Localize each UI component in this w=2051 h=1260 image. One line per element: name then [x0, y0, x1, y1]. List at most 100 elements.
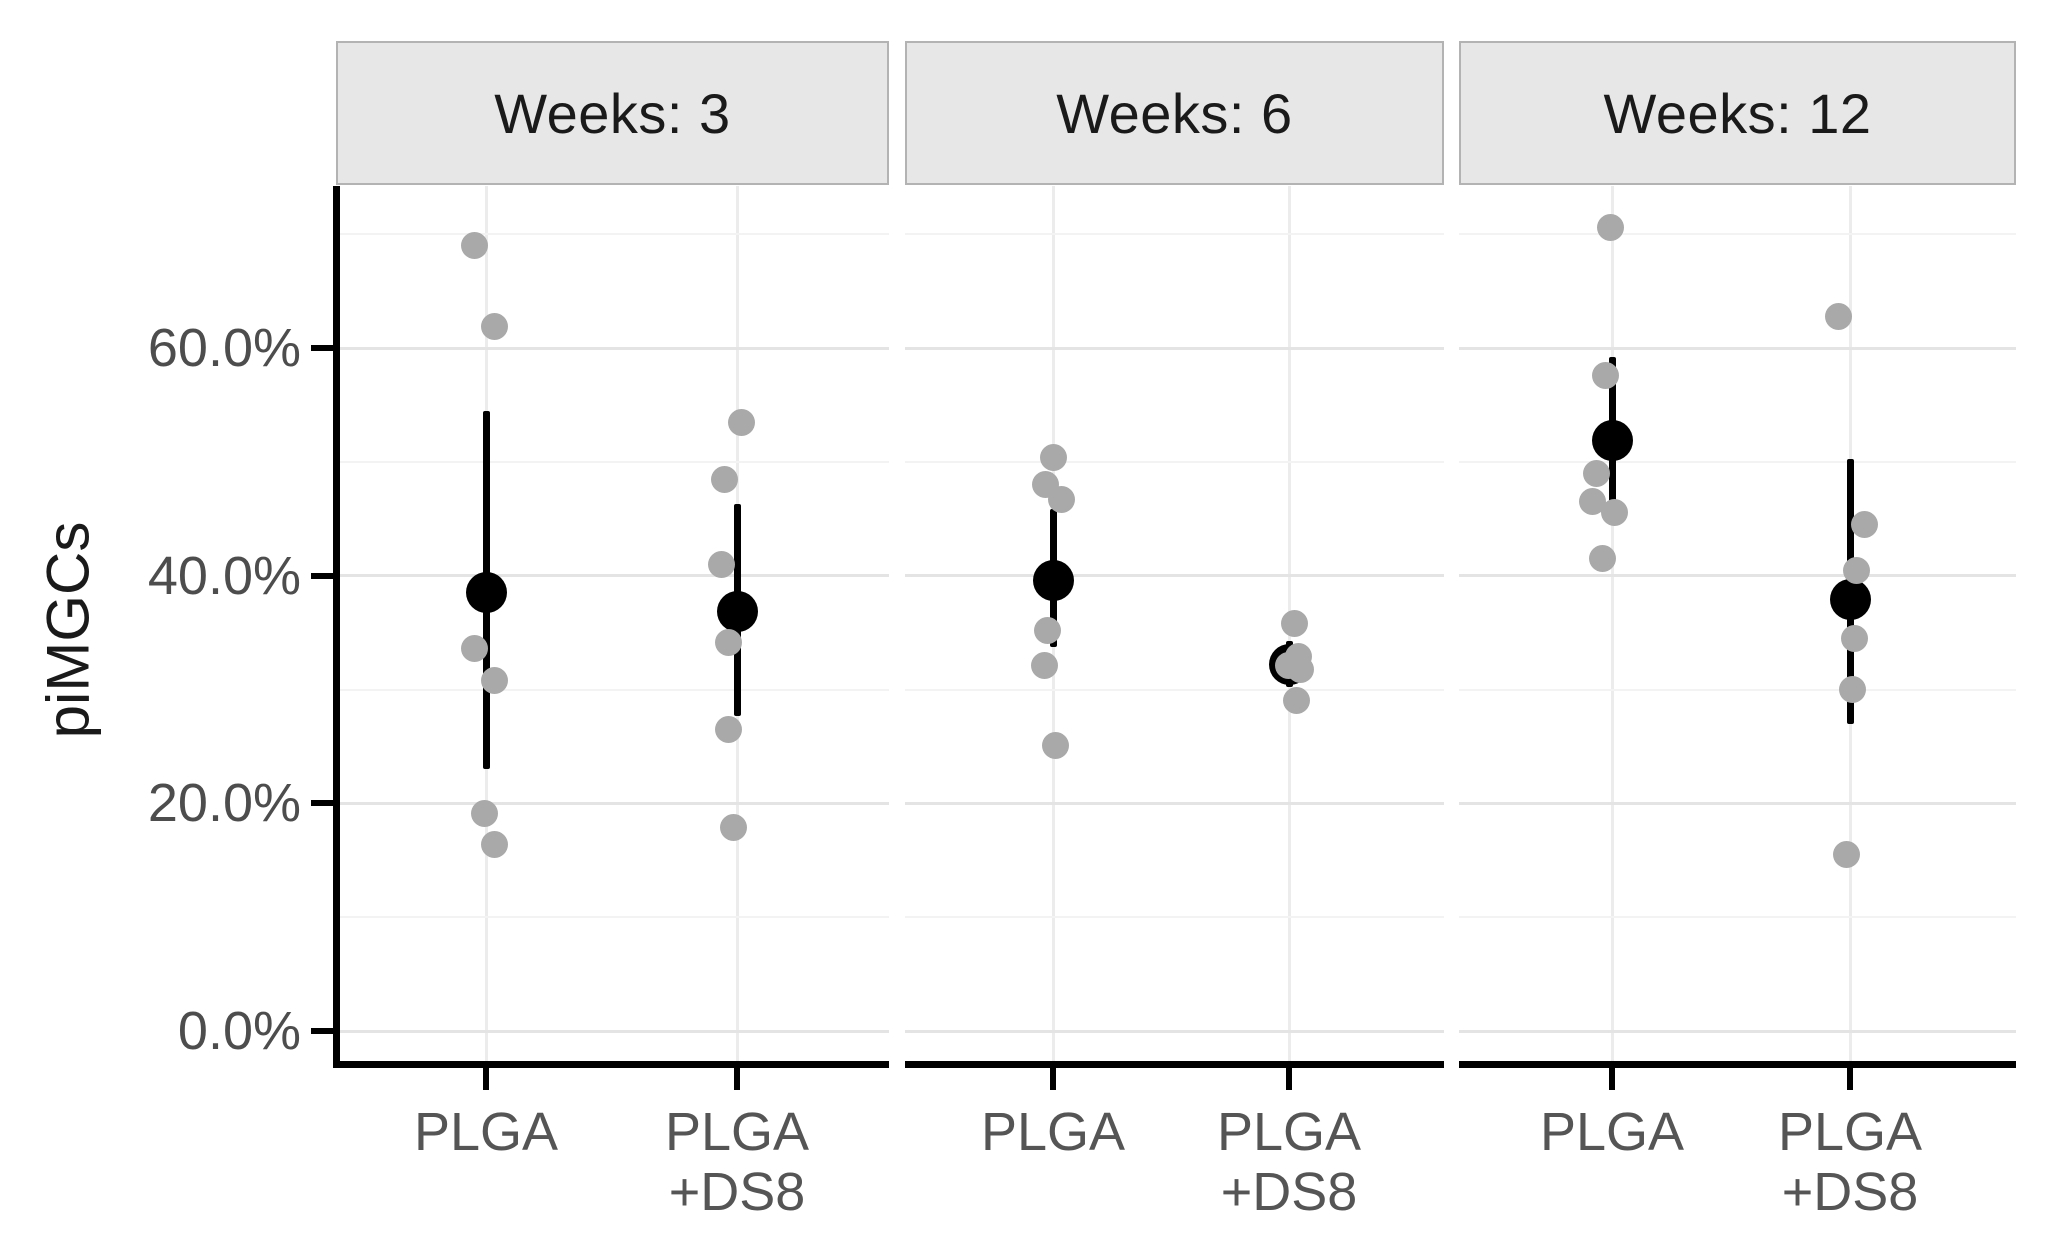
data-point [1030, 652, 1058, 680]
x-category-label-line: +DS8 [1781, 1162, 1919, 1222]
x-category-label: PLGA +DS8 [1129, 1102, 1449, 1222]
x-category-label-line: PLGA [1777, 1102, 1923, 1162]
data-point [1591, 362, 1619, 389]
y-axis-tick [311, 572, 335, 579]
y-tick-label: 60.0% [147, 318, 301, 379]
major-gridline [336, 346, 889, 350]
x-category-label-line: +DS8 [1220, 1162, 1358, 1222]
major-gridline [905, 574, 1444, 578]
data-point [480, 313, 508, 341]
major-gridline [1459, 346, 2016, 350]
x-category-label: PLGA +DS8 [1690, 1102, 2010, 1222]
x-axis-tick [483, 1068, 489, 1090]
major-gridline [1459, 801, 2016, 805]
data-point [1041, 731, 1069, 759]
major-gridline [1459, 574, 2016, 578]
x-axis-tick [1847, 1068, 1853, 1090]
data-point [714, 629, 742, 657]
data-point [1840, 624, 1868, 652]
minor-gridline [1459, 461, 2016, 463]
minor-gridline [905, 233, 1444, 236]
minor-gridline [336, 233, 889, 236]
x-category-label-line: PLGA [413, 1102, 559, 1162]
data-point [1838, 676, 1866, 704]
data-point [480, 666, 508, 694]
data-point [1047, 486, 1075, 514]
major-gridline [336, 574, 889, 578]
data-point [1850, 511, 1878, 539]
y-tick-label: 20.0% [147, 773, 301, 834]
x-category-label-line: PLGA [1216, 1102, 1362, 1162]
y-axis-tick [311, 345, 335, 352]
y-tick-label: 40.0% [147, 545, 301, 606]
data-point [1282, 687, 1310, 715]
major-gridline [336, 801, 889, 805]
y-tick-label: 0.0% [177, 1001, 301, 1061]
data-point [707, 550, 735, 578]
y-axis-tick [311, 1028, 335, 1034]
facet-strip: Weeks: 6 [905, 41, 1444, 185]
x-axis-tick [734, 1068, 740, 1090]
major-gridline [905, 801, 1444, 805]
major-gridline [1459, 1029, 2016, 1033]
data-point [1286, 655, 1314, 683]
x-axis-line [905, 1061, 1444, 1068]
data-point [719, 813, 747, 841]
x-axis-line [333, 1061, 889, 1068]
x-category-label-line: +DS8 [668, 1162, 806, 1222]
minor-gridline [1459, 233, 2016, 236]
mean-point [465, 572, 507, 614]
data-point [1824, 302, 1852, 330]
x-axis-tick [1609, 1068, 1615, 1090]
major-gridline [336, 1029, 889, 1033]
x-category-label-line: PLGA [664, 1102, 810, 1162]
data-point [1280, 610, 1308, 638]
minor-gridline [905, 461, 1444, 463]
x-category-label: PLGA [326, 1102, 646, 1162]
y-axis-tick [311, 800, 335, 807]
facet-strip-label: Weeks: 3 [494, 81, 731, 145]
minor-gridline [336, 688, 889, 691]
minor-gridline [1459, 688, 2016, 691]
mean-point [1032, 559, 1074, 601]
facet-strip: Weeks: 12 [1459, 41, 2016, 185]
vertical-gridline [1610, 186, 1614, 1061]
x-category-label-line: PLGA [980, 1102, 1126, 1162]
x-category-label: PLGA +DS8 [577, 1102, 897, 1222]
data-point [1832, 841, 1860, 869]
minor-gridline [336, 916, 889, 919]
facet-strip-label: Weeks: 12 [1603, 81, 1872, 145]
data-point [460, 635, 488, 663]
data-point [1596, 214, 1624, 242]
x-category-label: PLGA [1452, 1102, 1772, 1162]
mean-point [1829, 579, 1871, 621]
y-axis-line [333, 186, 340, 1068]
data-point [460, 232, 488, 260]
data-point [1039, 443, 1067, 471]
facet-strip-label: Weeks: 6 [1056, 81, 1293, 145]
data-point [480, 830, 508, 858]
data-point [1033, 616, 1061, 644]
data-point [1842, 556, 1870, 584]
x-category-label-line: PLGA [1539, 1102, 1685, 1162]
x-axis-tick [1050, 1068, 1056, 1090]
minor-gridline [905, 688, 1444, 691]
data-point [727, 408, 755, 436]
data-point [710, 465, 738, 493]
x-category-label: PLGA [893, 1102, 1213, 1162]
minor-gridline [905, 916, 1444, 919]
data-point [1588, 545, 1616, 573]
x-axis-tick [1286, 1068, 1292, 1090]
mean-point [1591, 419, 1633, 461]
major-gridline [905, 1029, 1444, 1033]
data-point [470, 800, 498, 828]
data-point [714, 715, 742, 743]
minor-gridline [1459, 916, 2016, 919]
mean-point [716, 590, 758, 632]
x-axis-line [1459, 1061, 2016, 1068]
data-point [1600, 498, 1628, 526]
facet-strip: Weeks: 3 [336, 41, 889, 185]
major-gridline [905, 346, 1444, 350]
minor-gridline [336, 461, 889, 463]
